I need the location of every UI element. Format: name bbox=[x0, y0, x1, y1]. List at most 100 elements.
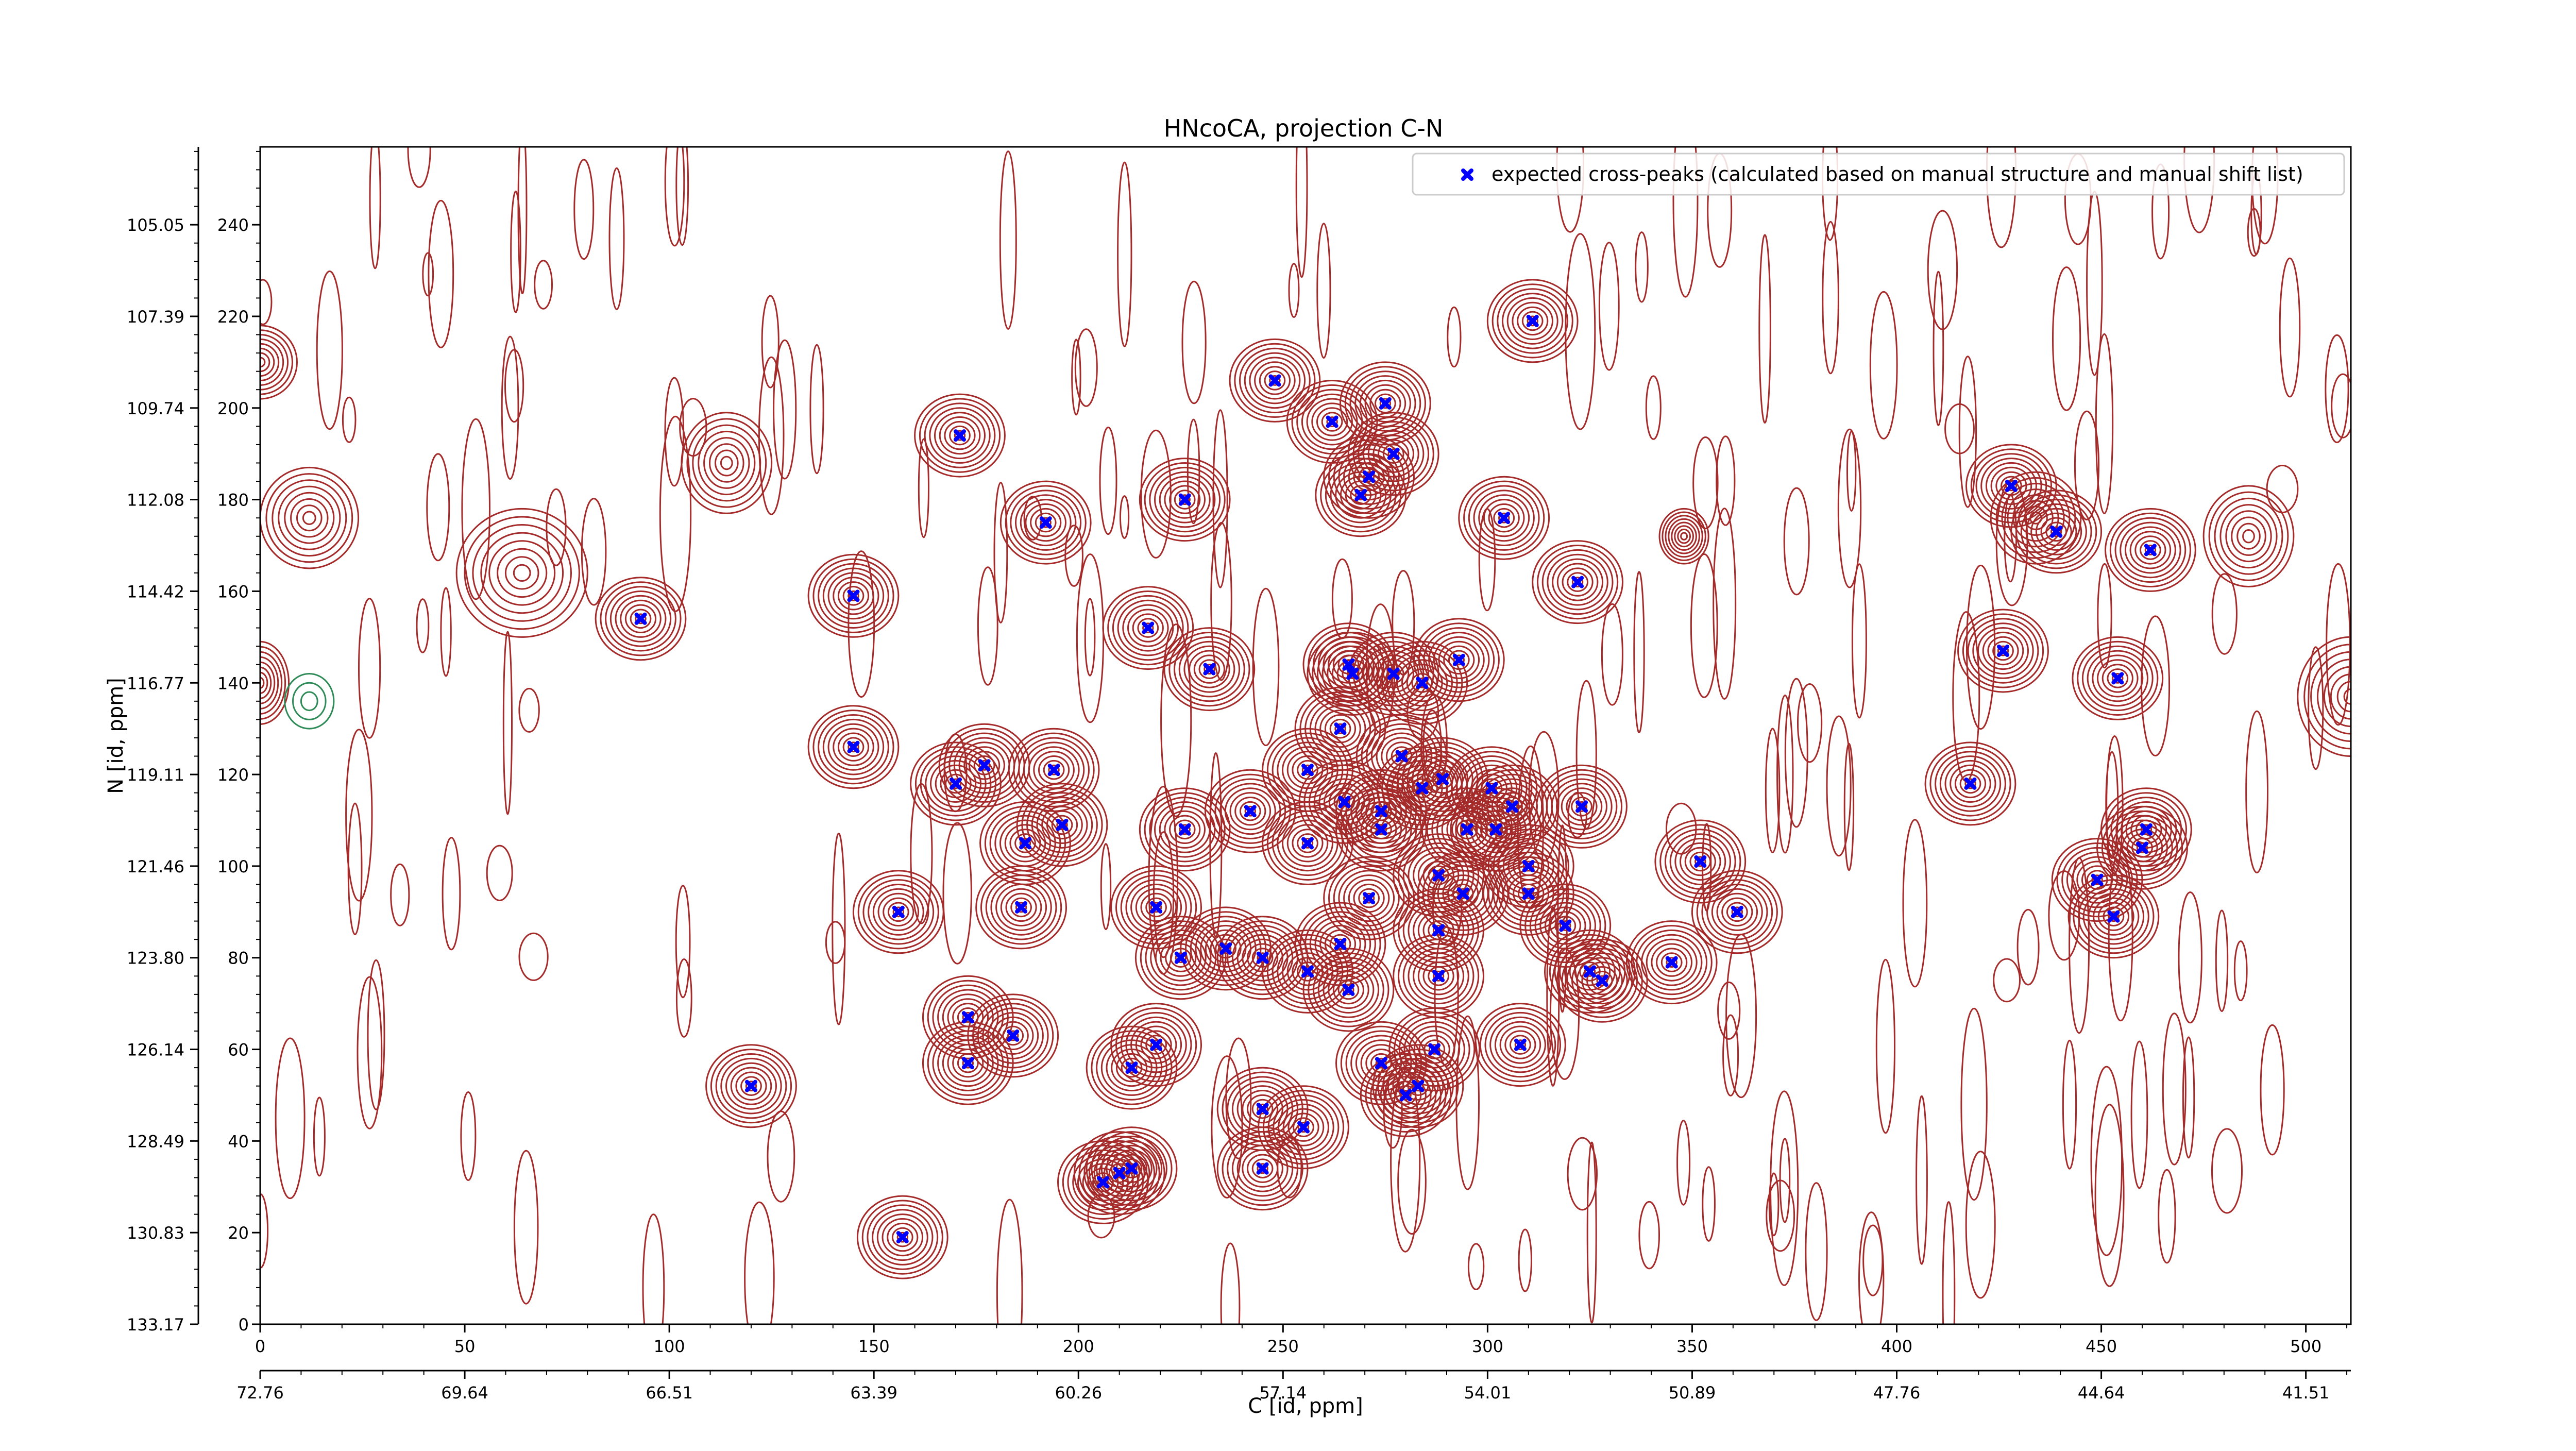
peak-contour bbox=[887, 1222, 919, 1252]
peak-contour bbox=[852, 870, 944, 954]
peak-contour bbox=[1198, 659, 1221, 679]
x-tick-label: 400 bbox=[1881, 1337, 1912, 1356]
cross-peak-marker bbox=[1665, 956, 1678, 969]
peak-contour bbox=[962, 1057, 974, 1069]
peak-contour bbox=[1257, 1163, 1268, 1174]
peak-contour bbox=[2109, 512, 2191, 588]
peak-contour bbox=[892, 906, 905, 918]
cross-peak-marker bbox=[1485, 782, 1498, 795]
peak-contour bbox=[1549, 911, 1581, 940]
x-ppm-tick-label: 63.39 bbox=[850, 1383, 897, 1403]
peak-contour bbox=[975, 865, 1067, 950]
peak-contour bbox=[2015, 494, 2097, 569]
peak-contour bbox=[600, 581, 682, 656]
peak-contour bbox=[1475, 1003, 1566, 1087]
peak-contour bbox=[1343, 984, 1354, 996]
peak-contour bbox=[2202, 485, 2295, 587]
noise-contour bbox=[2247, 208, 2261, 257]
peak-contour bbox=[1654, 819, 1747, 904]
x-tick-label: 350 bbox=[1676, 1337, 1708, 1356]
noise-contour bbox=[416, 598, 430, 653]
peak-contour bbox=[1227, 925, 1299, 991]
peak-contour bbox=[1106, 1144, 1158, 1192]
peak-contour bbox=[1086, 1126, 1178, 1211]
peak-contour bbox=[1680, 842, 1721, 881]
peak-contour bbox=[1506, 801, 1518, 812]
x-tick-label: 0 bbox=[255, 1337, 265, 1356]
peak-contour bbox=[1229, 338, 1321, 423]
peak-contour bbox=[857, 874, 939, 950]
noise-contour bbox=[1187, 418, 1200, 525]
peak-contour bbox=[985, 874, 1057, 940]
noise-contour bbox=[1916, 1095, 1928, 1265]
peak-contour bbox=[1150, 1039, 1162, 1050]
peak-contour bbox=[1489, 1016, 1551, 1073]
noise-contour bbox=[518, 932, 549, 981]
peak-contour bbox=[1056, 819, 1068, 831]
peak-contour bbox=[1111, 1049, 1153, 1087]
peak-contour bbox=[1204, 769, 1296, 853]
noise-contour bbox=[1100, 843, 1112, 931]
peak-contour bbox=[1370, 801, 1392, 821]
peak-contour bbox=[1216, 1126, 1309, 1211]
peak-contour bbox=[1484, 1011, 1556, 1078]
peak-contour bbox=[1073, 1131, 1165, 1216]
noise-contour bbox=[1633, 571, 1645, 734]
peak-contour bbox=[2208, 491, 2289, 581]
peak-contour bbox=[1478, 494, 1530, 542]
peak-contour bbox=[872, 888, 924, 936]
peak-contour bbox=[2131, 838, 2153, 858]
noise-contour bbox=[518, 687, 540, 733]
peak-contour bbox=[1273, 1099, 1334, 1156]
peak-contour bbox=[1111, 1149, 1153, 1188]
peak-contour bbox=[1706, 884, 1768, 940]
peak-contour bbox=[1483, 499, 1525, 537]
peak-contour bbox=[1711, 888, 1763, 936]
cross-peak-marker bbox=[1019, 837, 1032, 850]
peak-contour bbox=[1488, 503, 1520, 533]
peak-contour bbox=[630, 609, 652, 629]
peak-contour bbox=[1674, 525, 1694, 548]
cross-peak-marker bbox=[634, 612, 647, 625]
noise-contour bbox=[1288, 263, 1300, 318]
peak-contour bbox=[2103, 906, 2125, 926]
peak-contour bbox=[1014, 833, 1036, 853]
peak-contour bbox=[939, 416, 981, 455]
y-ppm-tick-label: 126.14 bbox=[127, 1040, 184, 1060]
peak-contour bbox=[1343, 874, 1395, 922]
noise-contour bbox=[2279, 257, 2301, 398]
cross-peak-marker bbox=[1334, 722, 1347, 735]
peak-contour bbox=[1382, 444, 1404, 464]
peak-contour bbox=[1380, 1071, 1432, 1119]
noise-contour bbox=[2062, 1039, 2077, 1170]
peak-contour bbox=[720, 455, 733, 470]
peak-contour bbox=[999, 480, 1092, 565]
cross-peak-marker bbox=[1526, 314, 1539, 327]
peak-contour bbox=[1413, 618, 1505, 702]
cross-peak-marker bbox=[744, 1079, 757, 1092]
peak-contour bbox=[1473, 490, 1535, 547]
noise-contour bbox=[1447, 306, 1462, 368]
peak-contour bbox=[2081, 645, 2154, 712]
peak-contour bbox=[1980, 458, 2042, 514]
y-ppm-tick-label: 121.46 bbox=[127, 857, 184, 876]
peak-contour bbox=[1251, 1158, 1274, 1178]
peak-contour bbox=[1317, 961, 1380, 1018]
noise-contour bbox=[2105, 751, 2119, 859]
legend[interactable]: expected cross-peaks (calculated based o… bbox=[1412, 153, 2345, 196]
cross-peak-markers bbox=[634, 314, 2157, 1244]
peak-contour bbox=[1347, 412, 1439, 496]
peak-contour bbox=[1115, 1053, 1148, 1083]
cross-peak-marker bbox=[1428, 1043, 1441, 1056]
noise-contour bbox=[832, 833, 846, 1025]
noise-contour bbox=[1797, 683, 1823, 763]
peak-contour bbox=[957, 1053, 979, 1073]
peak-contour bbox=[302, 511, 316, 525]
cross-peak-marker bbox=[1432, 924, 1445, 937]
peak-contour bbox=[1154, 471, 1216, 528]
noise-contour bbox=[1220, 1242, 1241, 1324]
peak-contour bbox=[1691, 870, 1783, 954]
peak-contour bbox=[1379, 398, 1392, 409]
peak-contour bbox=[896, 1231, 909, 1243]
x-ppm-tick-label: 57.14 bbox=[1260, 1383, 1307, 1403]
